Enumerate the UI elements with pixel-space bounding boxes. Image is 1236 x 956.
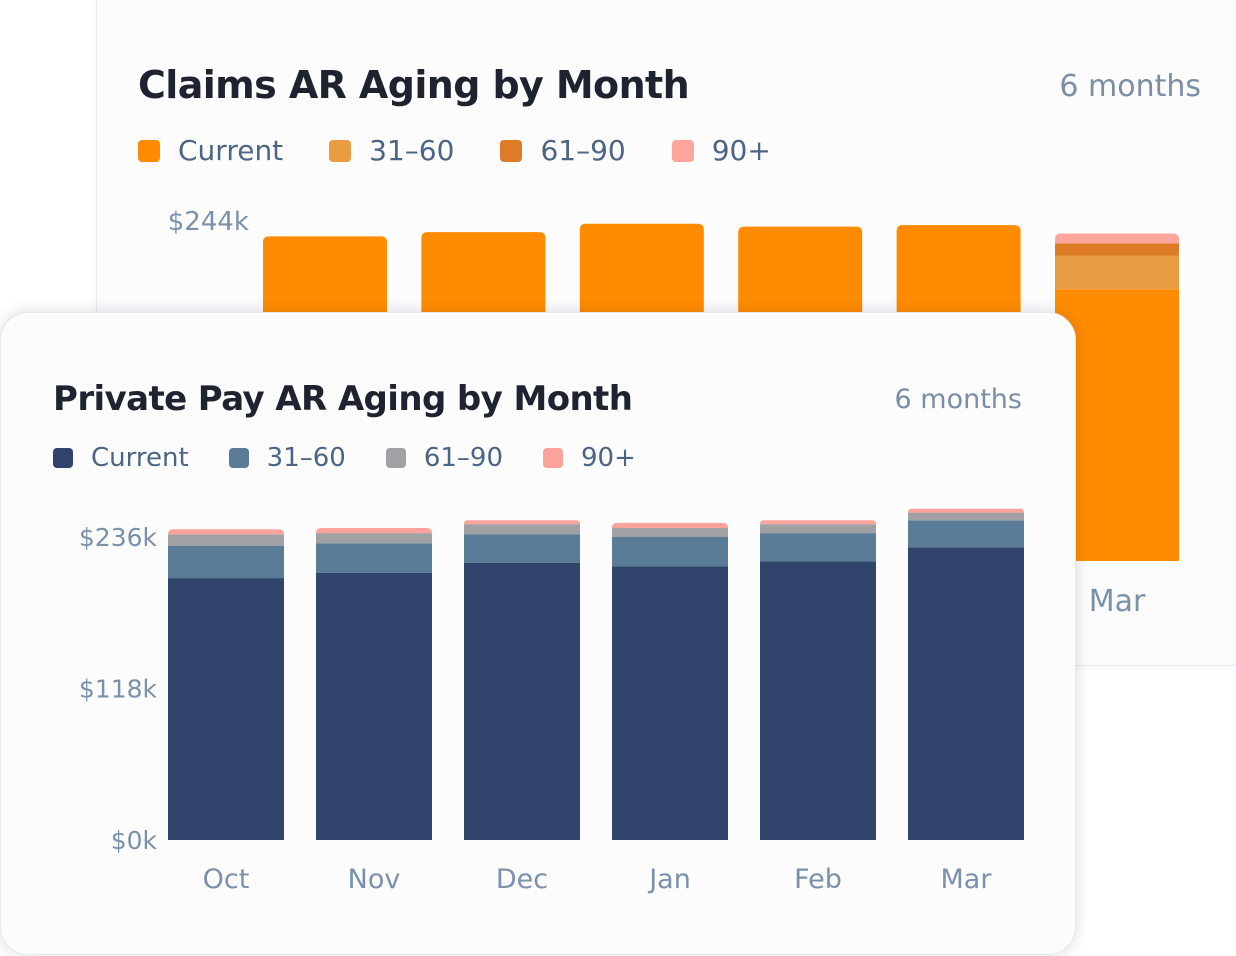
x-tick-label-dec: Dec xyxy=(496,864,548,895)
bar-stack-mar[interactable] xyxy=(908,508,1024,840)
legend-item[interactable]: 90+ xyxy=(671,134,771,167)
legend-item[interactable]: 61–90 xyxy=(500,134,626,167)
bar-segment-series-2[interactable] xyxy=(316,533,432,544)
y-tick-label: $0k xyxy=(111,826,158,855)
x-tick-label-jan: Jan xyxy=(647,864,691,895)
legend-label: 61–90 xyxy=(540,134,626,167)
legend-label: Current xyxy=(91,443,189,473)
legend-label: 90+ xyxy=(711,134,771,167)
legend-item[interactable]: 61–90 xyxy=(385,443,503,473)
y-tick-label: $236k xyxy=(79,523,158,552)
legend-swatch xyxy=(671,139,694,162)
bar-segment-series-0[interactable] xyxy=(612,566,728,840)
bar-segment-series-2[interactable] xyxy=(464,524,580,535)
bar-segment-series-1[interactable] xyxy=(908,520,1024,548)
bar-segment-series-0[interactable] xyxy=(760,561,876,840)
x-tick-label-mar: Mar xyxy=(941,864,993,895)
bar-segment-series-3[interactable] xyxy=(908,508,1024,513)
legend-swatch xyxy=(138,139,160,162)
bar-segment-series-3[interactable] xyxy=(168,529,284,535)
legend-item[interactable]: 90+ xyxy=(543,443,636,473)
bar-segment-series-2[interactable] xyxy=(760,524,876,534)
private-pay-ar-card: Private Pay AR Aging by Month 6 months C… xyxy=(0,312,1076,955)
bar-segment-series-3[interactable] xyxy=(464,520,580,525)
legend-swatch xyxy=(329,139,352,162)
bar-segment-series-2[interactable] xyxy=(1055,243,1179,256)
x-tick-label-nov: Nov xyxy=(348,864,401,895)
legend-item[interactable]: 31–60 xyxy=(228,443,346,473)
legend-label: 31–60 xyxy=(369,134,455,167)
bar-segment-series-2[interactable] xyxy=(612,528,728,537)
bar-segment-series-0[interactable] xyxy=(464,562,580,840)
bar-segment-series-3[interactable] xyxy=(1055,233,1179,244)
bar-segment-series-2[interactable] xyxy=(168,534,284,546)
bar-segment-series-1[interactable] xyxy=(168,545,284,579)
private-chart-title: Private Pay AR Aging by Month xyxy=(53,379,633,419)
legend-label: 31–60 xyxy=(266,443,346,473)
legend-swatch xyxy=(500,139,523,162)
legend-swatch xyxy=(53,448,73,468)
legend-swatch xyxy=(543,448,563,468)
bar-segment-series-1[interactable] xyxy=(316,543,432,573)
bar-segment-series-1[interactable] xyxy=(612,537,728,567)
legend-item[interactable]: Current xyxy=(138,134,283,167)
legend-label: 61–90 xyxy=(423,443,503,473)
y-tick-label: $118k xyxy=(79,675,158,704)
legend-item[interactable]: 31–60 xyxy=(329,134,454,167)
bar-segment-series-3[interactable] xyxy=(316,528,432,534)
x-tick-label-mar: Mar xyxy=(1089,584,1146,619)
x-tick-label-feb: Feb xyxy=(794,864,842,895)
bar-segment-series-1[interactable] xyxy=(464,534,580,563)
claims-legend: Current 31–60 61–90 90+ xyxy=(138,134,771,167)
legend-swatch xyxy=(228,448,249,468)
legend-label: Current xyxy=(178,134,284,167)
legend-label: 90+ xyxy=(581,443,636,473)
bar-segment-series-1[interactable] xyxy=(760,533,876,562)
y-tick-label: $244k xyxy=(168,207,249,237)
legend-item[interactable]: Current xyxy=(53,443,189,473)
bar-stack-jan[interactable] xyxy=(612,522,728,840)
claims-chart-title: Claims AR Aging by Month xyxy=(138,63,690,107)
bar-segment-series-3[interactable] xyxy=(760,520,876,525)
bar-stack-nov[interactable] xyxy=(316,528,432,840)
private-legend: Current 31–60 61–90 90+ xyxy=(53,443,636,473)
bar-segment-series-0[interactable] xyxy=(908,547,1024,840)
bar-stack-feb[interactable] xyxy=(760,520,876,840)
bar-segment-series-2[interactable] xyxy=(908,512,1024,521)
x-tick-label-oct: Oct xyxy=(203,864,250,895)
bar-stack-dec[interactable] xyxy=(464,520,580,840)
bar-segment-series-0[interactable] xyxy=(168,578,284,840)
bar-stack-oct[interactable] xyxy=(168,529,284,840)
claims-period-label[interactable]: 6 months xyxy=(1059,69,1201,104)
legend-swatch xyxy=(385,448,406,468)
bar-segment-series-0[interactable] xyxy=(316,572,432,840)
private-chart-plot: Oct Nov Dec Jan Feb Mar $0k $118k $236k xyxy=(79,508,1024,895)
bar-segment-series-1[interactable] xyxy=(1055,255,1179,290)
bar-segment-series-3[interactable] xyxy=(612,522,728,529)
private-period-label[interactable]: 6 months xyxy=(894,384,1022,415)
